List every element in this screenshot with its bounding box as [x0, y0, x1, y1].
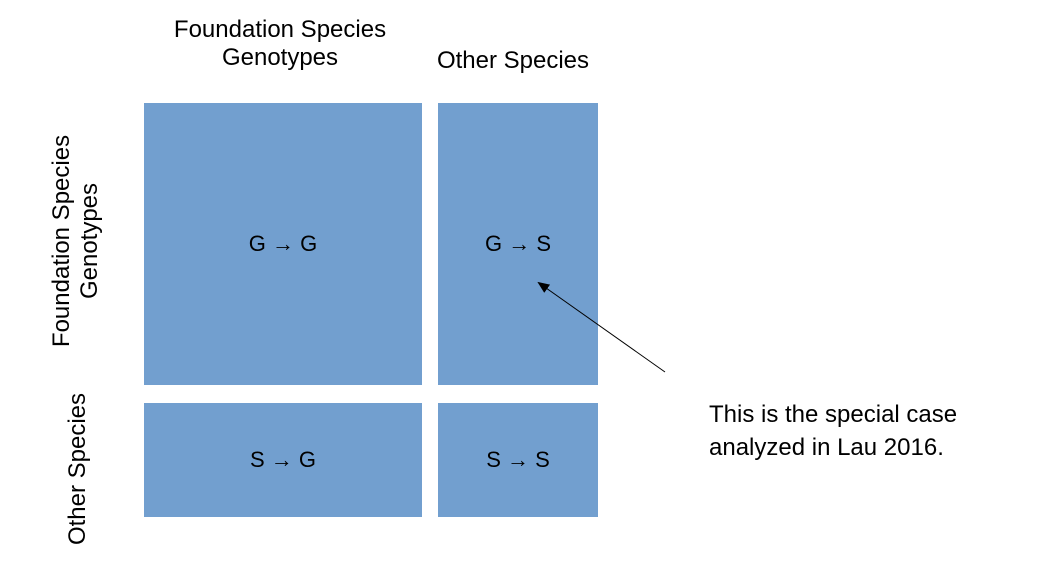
- column-header-foundation-line2: Genotypes: [221, 44, 339, 71]
- column-header-other-species: Other Species: [436, 47, 590, 74]
- matrix-cell-species-to-genotype: S → G: [144, 403, 422, 517]
- matrix-cell-species-to-species: S → S: [438, 403, 598, 517]
- column-header-foundation-genotypes: Foundation Species Genotypes: [130, 16, 430, 72]
- cell-label-gs: G → S: [484, 231, 551, 256]
- annotation-line2: analyzed in Lau 2016.: [709, 434, 944, 461]
- cell-label-gg: G → G: [248, 231, 318, 256]
- matrix-cell-genotype-to-genotype: G → G: [144, 103, 422, 385]
- cell-label-sg: S → G: [249, 447, 316, 472]
- annotation-line1: This is the special case: [709, 401, 958, 428]
- row-header-foundation-genotypes: Foundation Species Genotypes: [48, 91, 104, 391]
- row-header-other-species: Other Species: [64, 392, 91, 546]
- annotation-text: This is the special case analyzed in Lau…: [709, 398, 957, 464]
- matrix-cell-genotype-to-species: G → S: [438, 103, 598, 385]
- column-header-foundation-line1: Foundation Species: [173, 16, 387, 43]
- row-header-foundation-line2: Genotypes: [76, 182, 103, 300]
- row-header-foundation-line1: Foundation Species: [48, 134, 75, 348]
- cell-label-ss: S → S: [486, 447, 550, 472]
